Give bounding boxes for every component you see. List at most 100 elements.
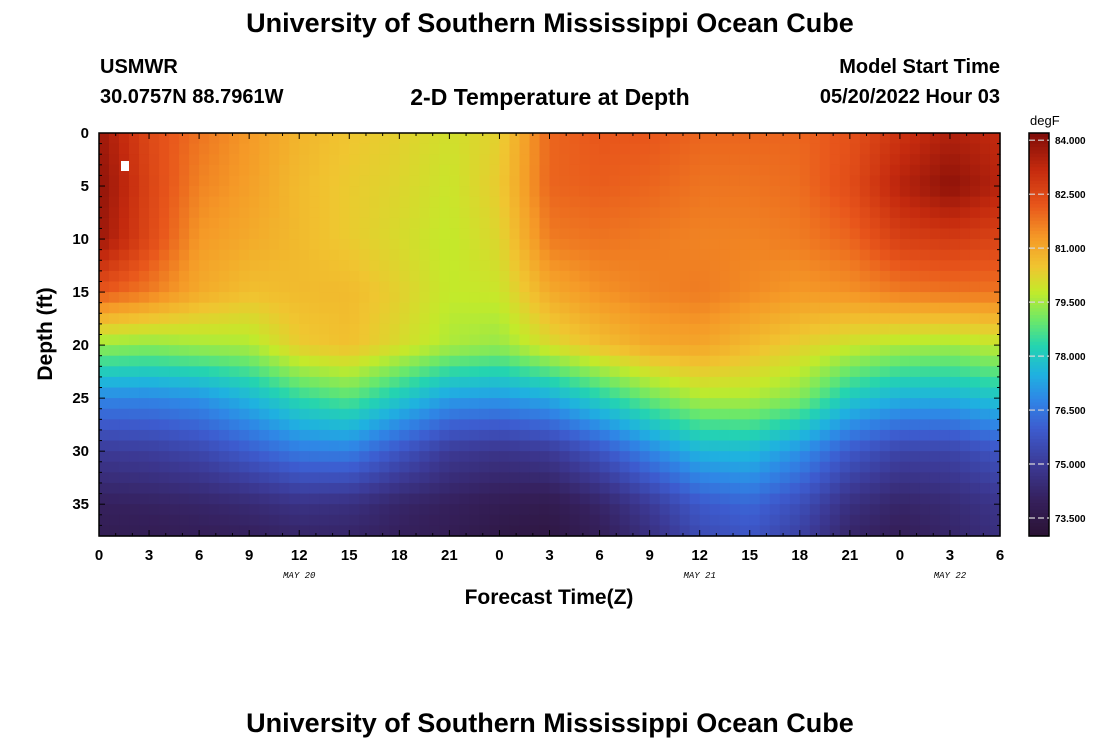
heatmap-cell [649,419,661,431]
heatmap-cell [669,334,681,346]
heatmap-cell [749,429,761,442]
heatmap-cell [139,154,150,166]
heatmap-cell [719,398,731,410]
heatmap-cell [119,207,130,219]
heatmap-cell [609,334,621,346]
heatmap-cell [439,355,450,367]
heatmap-cell [469,472,481,484]
heatmap-cell [799,387,811,399]
heatmap-cell [729,387,741,399]
heatmap-cell [169,217,180,230]
heatmap-cell [279,514,290,526]
heatmap-cell [969,249,981,261]
heatmap-cell [649,260,661,272]
heatmap-cell [339,207,350,219]
heatmap-cell [629,228,641,240]
heatmap-cell [939,154,951,166]
heatmap-cell [559,440,571,452]
heatmap-cell [229,302,240,314]
heatmap-cell [949,366,961,378]
heatmap-cell [249,334,260,346]
heatmap-cell [109,504,120,516]
heatmap-cell [459,143,471,155]
heatmap-cell [569,504,581,516]
heatmap-cell [959,334,971,346]
heatmap-cell [579,482,591,495]
heatmap-cell [479,313,491,325]
heatmap-cell [899,154,911,166]
heatmap-cell [869,175,881,187]
heatmap-cell [589,482,601,495]
heatmap-cell [609,366,621,378]
heatmap-cell [869,228,881,240]
heatmap-cell [319,260,330,272]
heatmap-cell [259,451,270,463]
heatmap-cell [579,525,591,537]
heatmap-cell [909,482,921,495]
heatmap-cell [379,323,390,336]
heatmap-cell [899,133,911,145]
heatmap-cell [729,440,741,452]
heatmap-cell [979,482,991,495]
heatmap-cell [979,228,991,240]
heatmap-cell [229,239,240,251]
heatmap-cell [159,387,170,399]
heatmap-cell [159,154,170,166]
heatmap-cell [639,376,651,389]
heatmap-cell [379,482,390,495]
heatmap-cell [889,493,901,505]
heatmap-cell [849,292,861,304]
heatmap-cell [229,143,240,155]
heatmap-cell [619,408,631,420]
heatmap-cell [929,175,941,187]
heatmap-cell [719,207,731,219]
heatmap-cell [219,334,230,346]
heatmap-cell [119,239,130,251]
heatmap-cell [829,504,841,516]
heatmap-cell [319,493,330,505]
heatmap-cell [119,217,130,230]
heatmap-cell [99,461,110,473]
heatmap-cell [809,334,821,346]
colorbar-unit: degF [1030,113,1060,128]
heatmap-cell [959,217,971,230]
heatmap-cell [99,281,110,293]
heatmap-cell [409,260,420,272]
heatmap-cell [649,408,661,420]
heatmap-cell [209,260,220,272]
heatmap-cell [229,164,240,177]
heatmap-cell [809,493,821,505]
heatmap-cell [809,228,821,240]
heatmap-cell [709,292,721,304]
colorbar-segment [1029,216,1049,221]
heatmap-cell [769,366,781,378]
heatmap-cell [809,429,821,442]
heatmap-cell [729,419,741,431]
colorbar-segment [1029,321,1049,326]
heatmap-cell [289,525,300,537]
heatmap-cell [729,493,741,505]
heatmap-cell [829,313,841,325]
heatmap-cell [369,482,380,495]
heatmap-cell [669,451,681,463]
heatmap-cell [699,440,711,452]
heatmap-cell [639,164,651,177]
x-tick-label: 3 [946,547,954,564]
heatmap-cell [189,451,200,463]
heatmap-cell [789,164,801,177]
heatmap-cell [219,408,230,420]
heatmap-cell [339,323,350,336]
x-tick-label: 6 [996,547,1004,564]
heatmap-cell [719,408,731,420]
heatmap-cell [799,451,811,463]
heatmap-cell [289,419,300,431]
heatmap-cell [889,313,901,325]
heatmap-cell [219,217,230,230]
heatmap-cell [689,207,701,219]
heatmap-cell [899,525,911,537]
heatmap-cell [649,323,661,336]
heatmap-cell [979,429,991,442]
heatmap-cell [579,281,591,293]
heatmap-cell [829,461,841,473]
heatmap-cell [309,504,320,516]
